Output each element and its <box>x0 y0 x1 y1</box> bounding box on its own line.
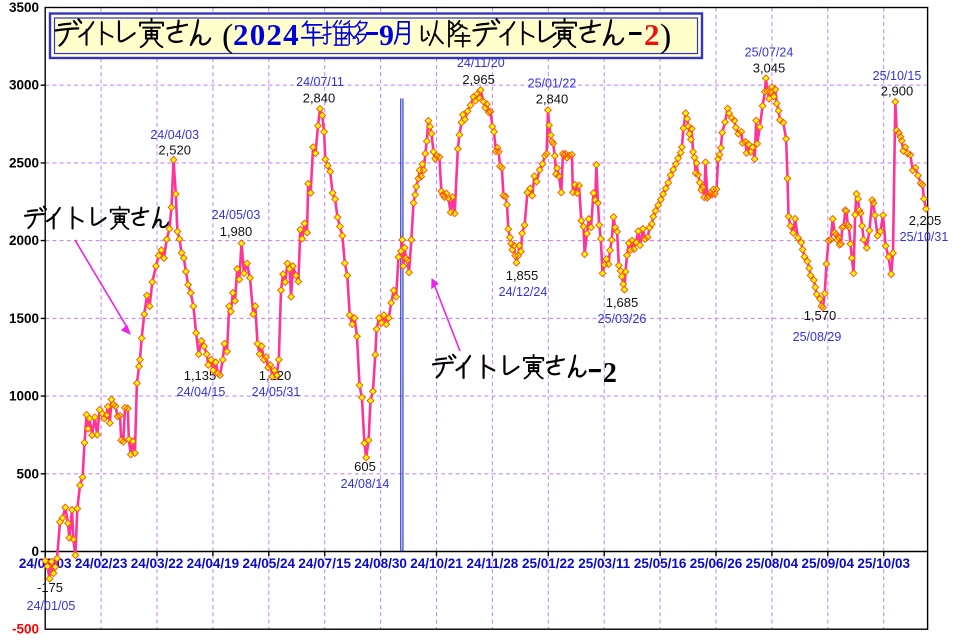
svg-text:24/04/19: 24/04/19 <box>187 556 240 571</box>
svg-text:24/03/22: 24/03/22 <box>131 556 184 571</box>
svg-text:2024: 2024 <box>233 17 300 52</box>
svg-text:24/02/23: 24/02/23 <box>75 556 128 571</box>
svg-text:3000: 3000 <box>9 78 39 93</box>
svg-text:24/08/14: 24/08/14 <box>341 477 390 491</box>
svg-text:2,900: 2,900 <box>881 84 914 99</box>
svg-text:2,840: 2,840 <box>536 92 569 107</box>
svg-text:24/07/15: 24/07/15 <box>298 556 351 571</box>
svg-text:24/05/31: 24/05/31 <box>252 385 301 399</box>
svg-text:25/10/03: 25/10/03 <box>857 556 910 571</box>
svg-text:24/11/28: 24/11/28 <box>466 556 518 571</box>
svg-text:2: 2 <box>644 17 660 52</box>
svg-text:24/05/03: 24/05/03 <box>212 208 261 222</box>
svg-text:24/08/30: 24/08/30 <box>354 556 407 571</box>
svg-text:2,965: 2,965 <box>462 72 495 87</box>
svg-text:-500: -500 <box>12 622 39 637</box>
svg-text:1,685: 1,685 <box>606 295 639 310</box>
svg-text:24/11/20: 24/11/20 <box>457 56 505 70</box>
svg-text:25/10/31: 25/10/31 <box>900 230 949 244</box>
svg-text:25/01/22: 25/01/22 <box>522 556 575 571</box>
svg-text:2000: 2000 <box>9 233 39 248</box>
svg-text:500: 500 <box>16 466 39 481</box>
svg-text:24/05/24: 24/05/24 <box>243 556 296 571</box>
svg-text:(: ( <box>222 18 233 55</box>
svg-text:25/05/16: 25/05/16 <box>634 556 687 571</box>
svg-text:25/07/24: 25/07/24 <box>745 46 794 60</box>
svg-text:): ) <box>660 18 671 55</box>
svg-text:605: 605 <box>354 459 376 474</box>
svg-text:-175: -175 <box>37 580 63 595</box>
svg-text:1,980: 1,980 <box>220 224 253 239</box>
svg-text:25/08/29: 25/08/29 <box>793 330 842 344</box>
svg-text:2,520: 2,520 <box>158 143 191 158</box>
svg-text:24/10/21: 24/10/21 <box>410 556 463 571</box>
svg-text:1,570: 1,570 <box>804 308 837 323</box>
svg-text:1,855: 1,855 <box>506 268 539 283</box>
svg-text:2500: 2500 <box>9 155 39 170</box>
svg-text:3500: 3500 <box>9 0 39 15</box>
svg-text:2,205: 2,205 <box>909 213 942 228</box>
svg-text:25/10/15: 25/10/15 <box>873 69 922 83</box>
svg-text:3,045: 3,045 <box>753 61 786 76</box>
svg-text:1,135: 1,135 <box>184 368 217 383</box>
svg-text:2: 2 <box>603 358 617 389</box>
svg-text:0: 0 <box>31 544 39 559</box>
svg-text:1000: 1000 <box>9 389 39 404</box>
svg-text:2,840: 2,840 <box>303 91 336 106</box>
svg-text:25/09/04: 25/09/04 <box>802 556 855 571</box>
svg-text:25/03/11: 25/03/11 <box>578 556 630 571</box>
svg-text:24/01/05: 24/01/05 <box>27 599 76 613</box>
svg-text:1500: 1500 <box>9 311 39 326</box>
svg-text:25/01/22: 25/01/22 <box>528 77 577 91</box>
svg-text:25/08/04: 25/08/04 <box>746 556 799 571</box>
svg-text:24/04/15: 24/04/15 <box>177 385 226 399</box>
svg-text:25/06/26: 25/06/26 <box>690 556 743 571</box>
svg-text:24/04/03: 24/04/03 <box>150 128 199 142</box>
svg-text:24/12/24: 24/12/24 <box>499 285 548 299</box>
svg-text:25/03/26: 25/03/26 <box>598 312 647 326</box>
svg-text:24/07/11: 24/07/11 <box>296 75 344 89</box>
svg-text:9: 9 <box>379 19 394 52</box>
